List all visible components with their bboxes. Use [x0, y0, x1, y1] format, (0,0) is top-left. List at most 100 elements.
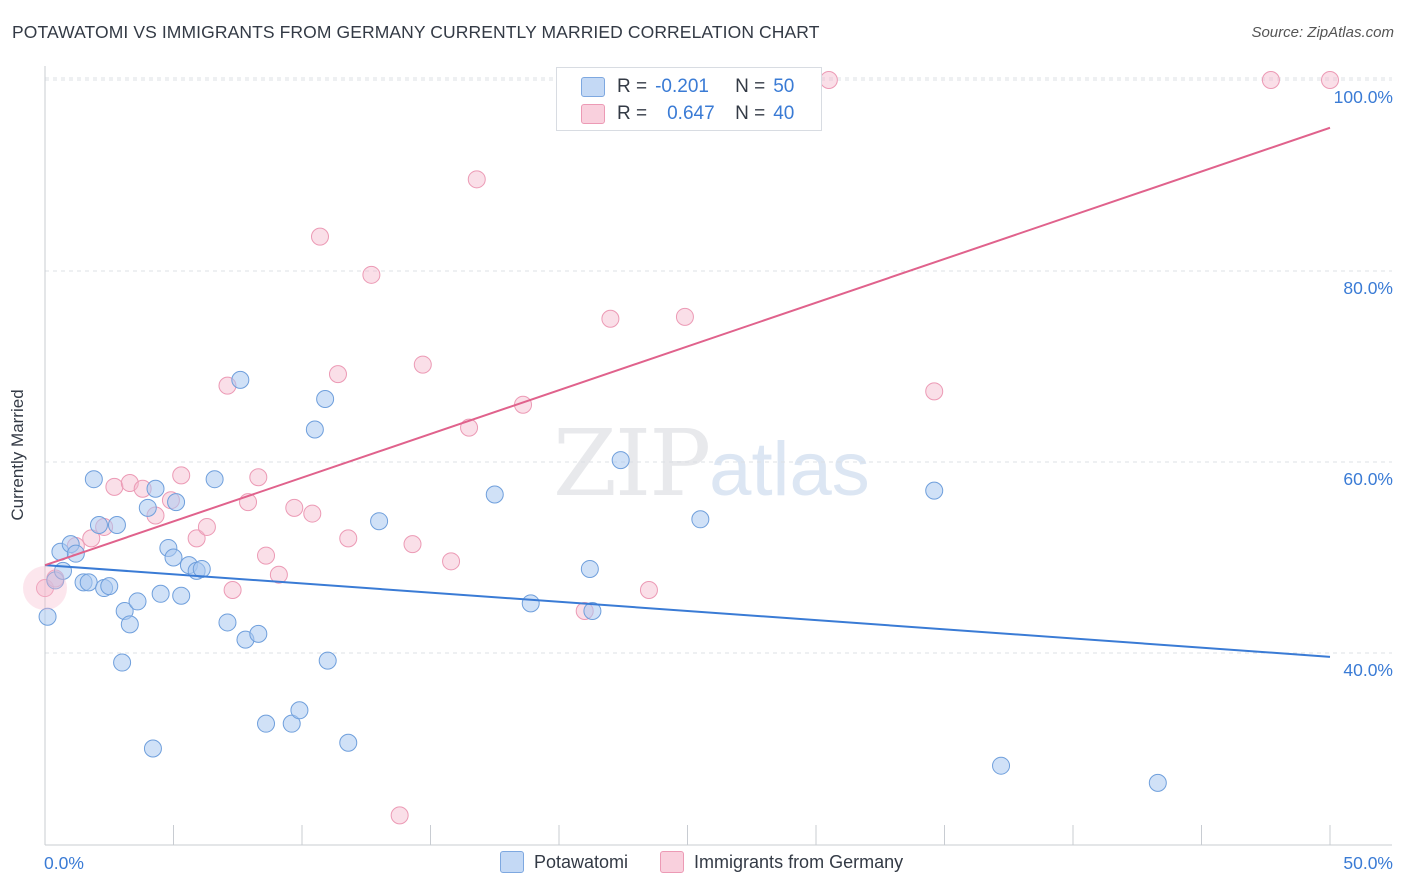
potawatomi-point	[925, 481, 944, 500]
germany-point	[328, 365, 347, 384]
legend-item-germany: Immigrants from Germany	[660, 851, 903, 873]
germany-point-large	[23, 566, 67, 611]
potawatomi-point	[290, 701, 309, 720]
potawatomi-point	[257, 714, 276, 733]
germany-point	[223, 580, 242, 599]
potawatomi-point	[521, 594, 540, 613]
potawatomi-point	[1148, 773, 1167, 792]
germany-swatch	[660, 851, 685, 873]
legend-row-germany: R = 0.647 N = 40	[581, 101, 794, 127]
germany-point	[197, 517, 216, 536]
germany-point	[339, 529, 358, 548]
potawatomi-point	[138, 498, 157, 517]
germany-point	[269, 565, 288, 584]
potawatomi-point	[89, 516, 108, 535]
potawatomi-point	[370, 512, 389, 531]
potawatomi-point	[151, 584, 170, 603]
r-label: R =	[617, 103, 648, 124]
potawatomi-point	[128, 592, 147, 611]
germany-point	[467, 170, 486, 189]
germany-point	[105, 477, 124, 496]
potawatomi-point	[164, 548, 183, 567]
germany-point	[1321, 71, 1339, 89]
potawatomi-point	[172, 586, 191, 605]
x-tick-label: 0.0%	[44, 853, 84, 873]
potawatomi-point	[611, 451, 630, 470]
potawatomi-point	[38, 607, 57, 626]
germany-point	[675, 307, 694, 326]
n-label: N =	[735, 76, 766, 97]
potawatomi-point	[249, 624, 268, 643]
potawatomi-point	[691, 510, 710, 529]
chart-title: POTAWATOMI VS IMMIGRANTS FROM GERMANY CU…	[12, 22, 820, 42]
stats-legend: R = -0.201 N = 50 R = 0.647 N = 40	[556, 67, 822, 131]
n-value: 40	[773, 103, 795, 124]
n-label: N =	[735, 103, 766, 124]
potawatomi-point	[120, 615, 139, 634]
n-value: 50	[773, 76, 795, 97]
potawatomi-point	[167, 493, 186, 512]
legend-row-potawatomi: R = -0.201 N = 50	[581, 74, 794, 100]
y-tick-label: 100.0%	[1334, 87, 1393, 107]
legend-label-potawatomi: Potawatomi	[534, 851, 629, 872]
source-label: Source: ZipAtlas.com	[1251, 24, 1394, 41]
potawatomi-trendline	[44, 564, 1331, 658]
potawatomi-point	[231, 370, 250, 389]
germany-point	[403, 535, 422, 554]
watermark-atlas: atlas	[709, 427, 870, 512]
watermark: ZIPatlas	[553, 410, 870, 517]
germany-point	[303, 504, 322, 523]
germany-point	[1261, 71, 1280, 89]
y-axis-label: Currently Married	[8, 389, 27, 521]
potawatomi-swatch	[581, 77, 605, 97]
germany-point	[925, 382, 944, 401]
y-tick-label: 60.0%	[1343, 469, 1393, 489]
potawatomi-point	[580, 559, 599, 578]
germany-point	[257, 546, 276, 565]
watermark-zip: ZIP	[553, 410, 711, 517]
potawatomi-point	[146, 479, 165, 498]
potawatomi-point	[84, 470, 103, 489]
germany-point	[362, 265, 381, 284]
legend-item-potawatomi: Potawatomi	[500, 851, 628, 873]
potawatomi-point	[992, 756, 1011, 775]
potawatomi-point	[205, 470, 224, 489]
germany-point	[390, 806, 409, 825]
germany-point	[442, 552, 461, 571]
potawatomi-point	[218, 613, 237, 632]
germany-point	[82, 529, 101, 548]
potawatomi-point	[107, 516, 126, 535]
potawatomi-point	[282, 714, 301, 733]
germany-swatch	[581, 104, 605, 124]
germany-point	[601, 309, 620, 328]
potawatomi-swatch	[500, 851, 524, 873]
germany-point	[249, 468, 268, 487]
germany-point	[187, 529, 206, 548]
potawatomi-point	[316, 389, 335, 408]
germany-trendline	[44, 126, 1331, 567]
germany-point	[413, 355, 432, 374]
potawatomi-point	[305, 420, 324, 439]
germany-point	[639, 580, 658, 599]
r-value: -0.201	[655, 76, 709, 97]
potawatomi-point	[79, 573, 98, 592]
potawatomi-point	[113, 653, 132, 672]
germany-point	[310, 227, 329, 246]
potawatomi-point	[100, 577, 119, 596]
germany-point	[285, 498, 304, 517]
germany-point	[819, 71, 838, 89]
y-tick-label: 40.0%	[1343, 660, 1393, 680]
potawatomi-point	[485, 485, 504, 504]
potawatomi-point	[339, 733, 358, 752]
y-tick-label: 80.0%	[1343, 278, 1393, 298]
germany-point	[172, 466, 191, 485]
germany-point	[460, 418, 479, 437]
potawatomi-point	[192, 559, 211, 578]
r-value: 0.647	[667, 103, 715, 124]
series-legend: Potawatomi Immigrants from Germany	[500, 851, 935, 873]
potawatomi-point	[318, 651, 337, 670]
legend-label-germany: Immigrants from Germany	[694, 851, 904, 872]
potawatomi-point	[583, 601, 602, 620]
potawatomi-point	[143, 739, 162, 758]
